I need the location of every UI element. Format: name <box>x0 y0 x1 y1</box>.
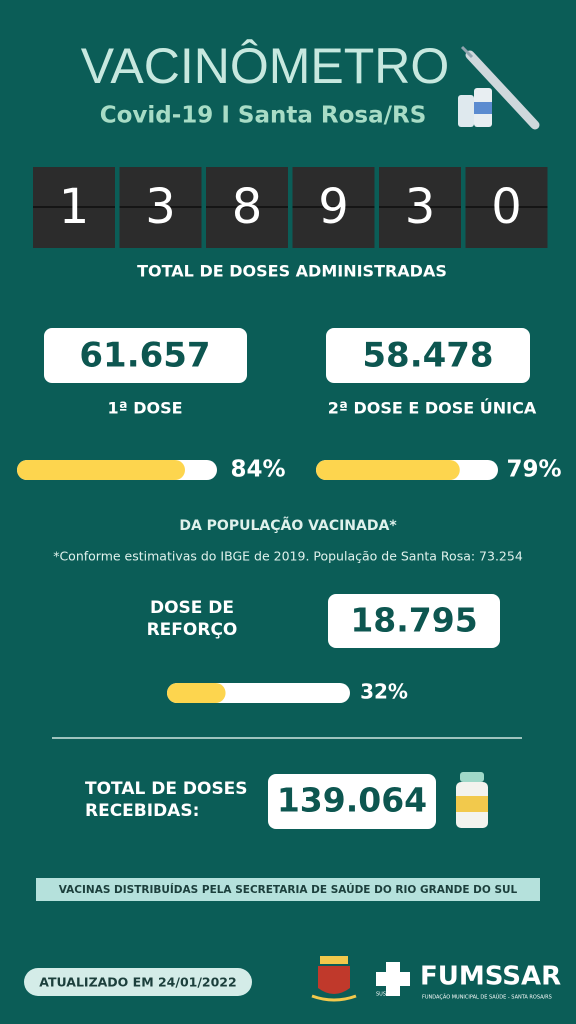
footnote: *Conforme estimativas do IBGE de 2019. P… <box>53 549 523 564</box>
digit: 1 <box>59 179 90 235</box>
dose-box <box>326 328 530 383</box>
logo-name: FUMSSAR <box>420 962 561 992</box>
progress-fill <box>167 683 226 703</box>
received-label: TOTAL DE DOSES <box>85 779 248 799</box>
subtitle: Covid-19 I Santa Rosa/RS <box>100 103 427 129</box>
percent-label: 84% <box>230 457 285 483</box>
dose-value: 61.657 <box>79 336 210 376</box>
population-label: DA POPULAÇÃO VACINADA* <box>179 517 397 534</box>
booster-box <box>328 594 500 648</box>
city-crest <box>311 956 357 1002</box>
percent-label: 32% <box>360 680 408 704</box>
received-value: 139.064 <box>277 781 427 820</box>
syringe-icon <box>458 45 540 130</box>
digit: 8 <box>232 179 263 235</box>
digit: 3 <box>405 179 436 235</box>
received-label: RECEBIDAS: <box>85 801 199 821</box>
booster-label: DOSE DE <box>150 598 234 618</box>
percent-label: 79% <box>506 457 561 483</box>
updated-text: ATUALIZADO EM 24/01/2022 <box>39 975 236 990</box>
sus-badge: SUS <box>376 992 386 998</box>
vial-icon <box>456 772 488 828</box>
dose-label: 2ª DOSE E DOSE ÚNICA <box>328 399 537 418</box>
progress-fill <box>17 460 185 480</box>
banner-text: VACINAS DISTRIBUÍDAS PELA SECRETARIA DE … <box>59 883 518 896</box>
banner <box>36 878 540 901</box>
digit: 3 <box>145 179 176 235</box>
digit: 9 <box>318 179 349 235</box>
booster-value: 18.795 <box>350 601 477 640</box>
title: VACINÔMETRO <box>81 38 450 94</box>
fumssar-cross <box>376 962 410 996</box>
updated-pill <box>24 968 252 996</box>
received-box <box>268 774 436 829</box>
progress-fill <box>316 460 460 480</box>
booster-label: REFORÇO <box>147 620 238 640</box>
dose-box <box>44 328 247 383</box>
dose-label: 1ª DOSE <box>107 399 182 418</box>
counter-label: TOTAL DE DOSES ADMINISTRADAS <box>137 262 447 281</box>
dose-value: 58.478 <box>362 336 493 376</box>
logo-subtitle: FUNDAÇÃO MUNICIPAL DE SAÚDE - SANTA ROSA… <box>422 994 552 1001</box>
digit: 0 <box>491 179 522 235</box>
